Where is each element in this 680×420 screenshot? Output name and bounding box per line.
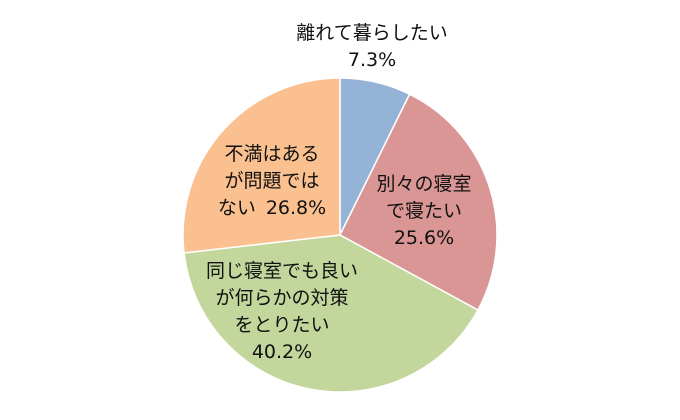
slice-label-0: 離れて暮らしたい 7.3% [296,22,447,71]
slice-label-1-line-2: で寝たい [386,200,462,222]
slice-value-1: 25.6% [394,227,454,249]
slice-label-1-line-1: 別々の寝室 [376,173,471,195]
slice-label-3: 不満はある が問題では ない 26.8% [218,143,326,219]
slice-value-3: 26.8% [266,197,326,219]
slice-label-3-line-3-text: ない [218,197,256,219]
slice-label-3-line-1: 不満はある [224,143,319,165]
slice-label-2-line-3: をとりたい [234,314,329,336]
slice-label-2: 同じ寝室でも良い が何らかの対策 をとりたい 40.2% [206,260,358,363]
slice-value-0: 7.3% [348,49,396,71]
pie-slice-2 [183,234,479,393]
slice-label-2-line-2: が何らかの対策 [215,287,348,309]
slice-value-2: 40.2% [252,341,312,363]
slice-label-3-line-2: が問題では [224,170,319,192]
slice-label-2-line-1: 同じ寝室でも良い [206,260,358,282]
slice-label-1: 別々の寝室 で寝たい 25.6% [376,173,471,249]
slice-label-0-line-1: 離れて暮らしたい [296,22,447,44]
slice-label-3-line-3: ない 26.8% [218,197,326,219]
pie-slice-3 [182,77,341,254]
